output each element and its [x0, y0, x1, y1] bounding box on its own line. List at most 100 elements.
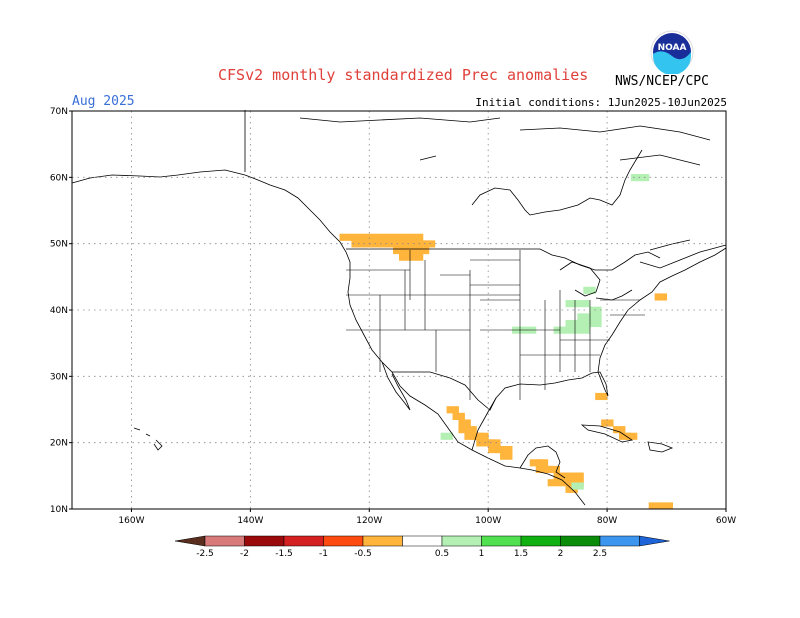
colorbar-label: -2.5 [196, 549, 214, 559]
graticule [72, 111, 726, 509]
colorbar-swatch [244, 535, 285, 547]
noaa-logo-icon: NOAA [650, 30, 694, 74]
chart-title: CFSv2 monthly standardized Prec anomalie… [218, 66, 589, 84]
north-america-coast [71, 169, 586, 506]
colorbar-swatch [402, 535, 443, 547]
x-tick-label: 100W [475, 516, 501, 526]
anomaly-cell [387, 233, 400, 241]
anomaly-cell [399, 233, 412, 241]
anomaly-cell [500, 445, 513, 454]
colorbar: -2.5 -2 -1.5 -1 -0.5 0.5 1 1.5 2 2.5 [174, 535, 670, 559]
colorbar-swatch [362, 535, 403, 547]
anomaly-cell [387, 240, 400, 248]
anomaly-cell [565, 300, 578, 308]
colorbar-label: -1.5 [275, 549, 293, 559]
anomaly-cell [565, 326, 578, 334]
state-lines [346, 250, 645, 400]
anomaly-cell [577, 326, 590, 334]
anomaly-cell [589, 313, 602, 321]
colorbar-right-arrow [639, 535, 670, 547]
x-tick-label: 60W [716, 516, 736, 526]
canada-east [639, 239, 727, 269]
y-tick-label: 20N [50, 439, 68, 449]
colorbar-label: 2 [558, 549, 564, 559]
logo-text: NOAA [658, 43, 687, 53]
x-tick-label: 160W [118, 516, 144, 526]
anomaly-cell [595, 392, 608, 401]
anomaly-cell [404, 246, 418, 255]
colorbar-swatch [204, 535, 245, 547]
y-tick-label: 40N [50, 306, 68, 316]
anomaly-cell [547, 465, 561, 474]
anomaly-cell [339, 233, 352, 241]
anomaly-cell [399, 253, 412, 261]
anomaly-cell [624, 432, 638, 440]
colorbar-label: 1.5 [514, 549, 528, 559]
arctic-islands [299, 117, 711, 166]
anomaly-cell [488, 439, 501, 447]
anomaly-cell [583, 286, 596, 294]
hudson-bay [471, 149, 643, 216]
cuba [580, 424, 634, 443]
y-tick-label: 50N [50, 240, 68, 250]
colorbar-swatch [599, 535, 640, 547]
colorbar-swatch [560, 535, 601, 547]
anomaly-cell [571, 482, 584, 490]
agency-label: NWS/NCEP/CPC [615, 74, 709, 89]
colorbar-label: 1 [479, 549, 485, 559]
x-axis-ticks: 160W 140W 120W 100W 80W 60W [118, 509, 736, 526]
anomaly-cell [601, 419, 614, 427]
colorbar-swatch [520, 535, 561, 547]
great-lakes [559, 261, 633, 301]
anomaly-cell [660, 502, 673, 510]
anomaly-cell [351, 233, 364, 241]
anomaly-cell [500, 452, 513, 460]
x-tick-label: 120W [356, 516, 382, 526]
anomaly-cells [339, 174, 673, 510]
colorbar-label: -0.5 [354, 549, 372, 559]
y-tick-label: 10N [50, 505, 68, 515]
initial-conditions: Initial conditions: 1Jun2025-10Jun2025 [475, 96, 727, 109]
y-tick-label: 60N [50, 173, 68, 183]
colorbar-left-arrow [174, 535, 206, 547]
colorbar-label: -2 [240, 549, 249, 559]
anomaly-cell [351, 240, 364, 248]
anomaly-cell [577, 300, 590, 308]
y-tick-label: 30N [50, 372, 68, 382]
anomaly-cell [452, 412, 465, 420]
anomaly-cell [363, 233, 376, 241]
anomaly-cell [446, 406, 459, 414]
anomaly-cell [393, 246, 406, 255]
anomaly-cell [589, 319, 602, 328]
anomaly-cell [410, 233, 424, 241]
anomaly-cell [654, 293, 668, 301]
anomaly-cell [577, 313, 590, 321]
anomaly-cell [613, 426, 626, 434]
anomaly-cell [440, 432, 454, 440]
anomaly-cell [464, 426, 477, 434]
anomaly-cell [636, 174, 650, 182]
anomaly-cell [547, 479, 561, 487]
anomaly-cell [399, 240, 412, 248]
anomaly-cell [416, 246, 430, 255]
anomaly-cell [648, 502, 662, 510]
colorbar-label: -1 [319, 549, 328, 559]
anomaly-cell [410, 253, 424, 261]
colorbar-swatch [323, 535, 364, 547]
coastlines-and-borders [71, 110, 727, 506]
anomaly-cell [565, 319, 578, 328]
anomaly-cell [535, 459, 549, 467]
colorbar-swatch [441, 535, 482, 547]
us-canada-border [346, 248, 661, 271]
anomaly-cell [375, 233, 388, 241]
anomaly-cell [571, 472, 584, 480]
gulf-coast [471, 247, 727, 451]
baja-coast [381, 361, 411, 411]
colorbar-label: 2.5 [593, 549, 607, 559]
yucatan-coast [519, 445, 566, 479]
x-tick-label: 140W [237, 516, 263, 526]
forecast-month: Aug 2025 [72, 94, 135, 109]
colorbar-swatch [283, 535, 324, 547]
anomaly-cell [577, 319, 590, 328]
